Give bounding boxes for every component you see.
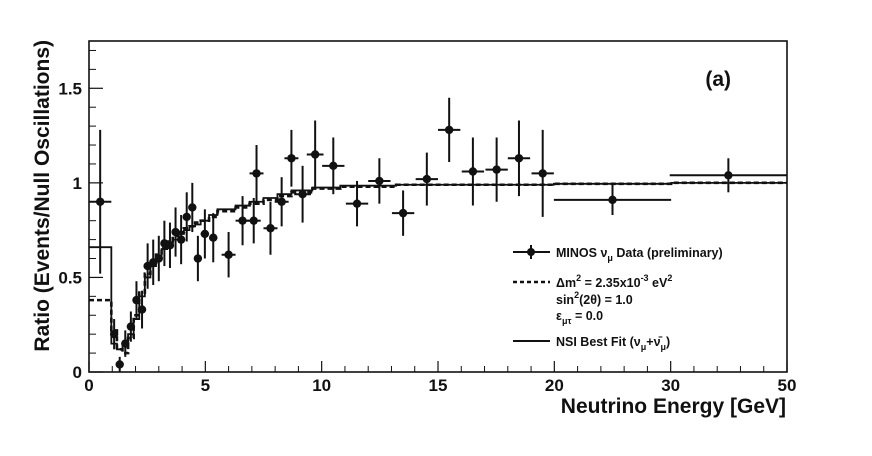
data-point-marker bbox=[298, 190, 307, 199]
data-point bbox=[507, 120, 531, 197]
data-point-marker bbox=[492, 165, 501, 174]
data-point bbox=[115, 356, 124, 372]
data-point-marker bbox=[154, 254, 163, 263]
chart-marks bbox=[89, 97, 787, 372]
data-point-marker bbox=[171, 227, 180, 237]
data-point-marker bbox=[266, 224, 275, 233]
data-point-marker bbox=[277, 197, 286, 206]
x-axis-title: Neutrino Energy [GeV] bbox=[561, 395, 786, 418]
data-point-marker bbox=[468, 167, 478, 176]
data-point bbox=[438, 97, 461, 163]
data-point bbox=[284, 129, 299, 187]
data-point-marker bbox=[444, 125, 454, 135]
data-point bbox=[154, 235, 163, 282]
data-point-marker bbox=[224, 250, 233, 259]
y-axis-title: Ratio (Events/Null Oscillations) bbox=[31, 40, 54, 352]
data-point bbox=[306, 120, 324, 189]
data-point bbox=[246, 197, 261, 244]
data-point bbox=[553, 184, 672, 216]
data-point-marker bbox=[514, 154, 524, 163]
data-point-marker bbox=[375, 176, 384, 186]
data-point-marker bbox=[310, 150, 320, 159]
x-tick-label: 20 bbox=[545, 376, 564, 395]
data-point bbox=[221, 232, 236, 278]
legend-label-mixing: sin2(2θ) = 1.0 bbox=[556, 290, 633, 307]
data-point bbox=[669, 158, 787, 193]
data-point bbox=[193, 235, 203, 282]
data-point bbox=[249, 145, 264, 202]
data-point bbox=[188, 182, 197, 233]
data-point-marker bbox=[182, 212, 191, 222]
data-point bbox=[415, 152, 438, 206]
data-point-marker bbox=[538, 169, 547, 178]
data-point bbox=[322, 137, 345, 195]
y-tick-label: 0.5 bbox=[58, 268, 82, 287]
data-point-marker bbox=[137, 305, 147, 314]
data-point bbox=[109, 319, 119, 350]
data-point bbox=[137, 290, 147, 329]
data-point-marker bbox=[252, 169, 261, 178]
data-point bbox=[176, 215, 186, 265]
x-tick-label: 10 bbox=[312, 376, 331, 395]
legend-label-nsi: NSI Best Fit (νμ+ν̄μ) bbox=[556, 335, 670, 352]
data-point-marker bbox=[121, 339, 130, 348]
legend-label-data: MINOS νμ Data (preliminary) bbox=[556, 246, 723, 263]
legend-label-oscillation: Δm2 = 2.35x10-3 eV2 bbox=[556, 273, 672, 290]
data-point-marker bbox=[188, 203, 197, 212]
x-tick-label: 30 bbox=[661, 376, 680, 395]
data-point bbox=[274, 177, 289, 227]
data-point-marker bbox=[126, 322, 136, 331]
data-point-marker bbox=[329, 161, 338, 171]
data-point-marker bbox=[608, 195, 617, 205]
data-point bbox=[209, 213, 218, 263]
data-point bbox=[126, 311, 136, 342]
data-point-marker bbox=[287, 154, 296, 163]
data-point-marker bbox=[200, 229, 210, 239]
data-point-marker bbox=[398, 208, 408, 218]
data-point-marker bbox=[132, 295, 141, 305]
y-tick-label: 1.5 bbox=[58, 79, 82, 98]
data-point bbox=[89, 129, 112, 274]
y-tick-label: 0 bbox=[73, 363, 82, 382]
nsi-histogram bbox=[89, 181, 787, 351]
data-point-marker bbox=[165, 241, 175, 250]
data-point-marker bbox=[115, 360, 124, 369]
data-point-marker bbox=[209, 233, 218, 242]
data-point bbox=[485, 137, 508, 202]
legend-data-marker bbox=[527, 248, 535, 256]
data-point bbox=[461, 137, 485, 206]
data-point-marker bbox=[109, 329, 119, 339]
data-point-marker bbox=[422, 174, 432, 184]
data-point bbox=[345, 180, 369, 227]
data-point bbox=[368, 158, 391, 204]
data-point-marker bbox=[176, 235, 186, 244]
data-point bbox=[171, 207, 180, 257]
x-tick-label: 50 bbox=[778, 376, 797, 395]
data-point bbox=[531, 129, 554, 217]
data-point-marker bbox=[193, 254, 203, 263]
data-point bbox=[294, 165, 311, 223]
data-point-marker bbox=[238, 216, 247, 225]
axis-ticks: 0 5 10 15 20 30 50 0 0.5 1 1.5 bbox=[58, 49, 797, 395]
data-point bbox=[263, 201, 278, 255]
x-tick-label: 0 bbox=[84, 376, 93, 395]
data-point bbox=[235, 196, 250, 246]
y-tick-label: 1 bbox=[73, 174, 82, 193]
data-point bbox=[200, 209, 210, 259]
legend-label-epsilon: εμτ = 0.0 bbox=[556, 309, 603, 326]
panel-label: (a) bbox=[705, 68, 731, 91]
data-point bbox=[121, 330, 130, 357]
data-point bbox=[391, 190, 415, 236]
data-point-marker bbox=[95, 197, 105, 206]
data-point-marker bbox=[724, 171, 733, 180]
data-point-marker bbox=[352, 199, 362, 208]
data-point-marker bbox=[249, 216, 258, 225]
data-point bbox=[182, 192, 191, 242]
legend: MINOS νμ Data (preliminary) Δm2 = 2.35x1… bbox=[513, 245, 723, 352]
x-tick-label: 5 bbox=[201, 376, 210, 395]
data-point bbox=[132, 281, 141, 320]
data-point bbox=[165, 222, 175, 268]
x-tick-label: 15 bbox=[429, 376, 448, 395]
